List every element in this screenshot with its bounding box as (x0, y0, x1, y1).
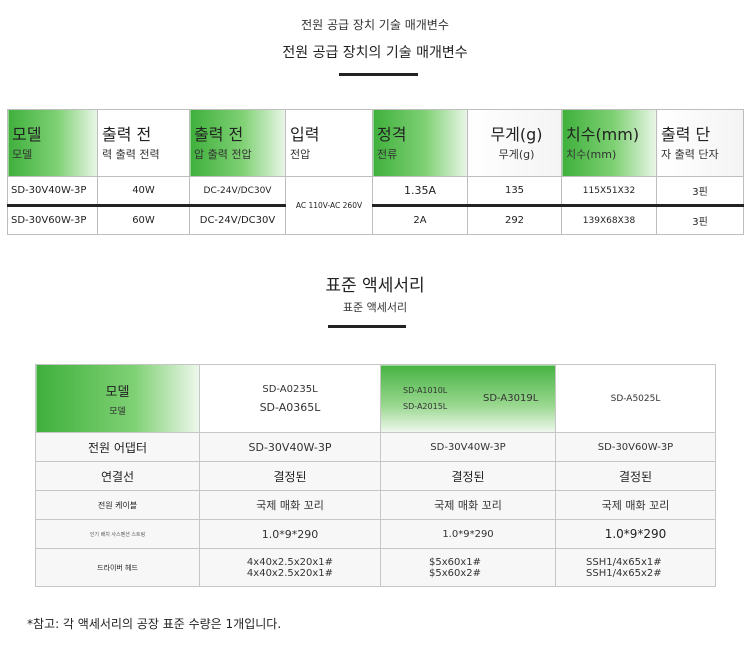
spec-cell-voltage: DC-24V/DC30V (189, 176, 286, 207)
table-row: 전원 어댑터 SD-30V40W-3P SD-30V40W-3P SD-30V6… (35, 432, 716, 462)
spec-cell-voltage: DC-24V/DC30V (189, 205, 286, 235)
spec-header-sub: 압 출력 전압 (194, 147, 252, 161)
spec-header-main: 출력 단 (661, 124, 711, 144)
accessory-cell: SSH1/4x65x1# SSH1/4x65x2# (555, 548, 716, 587)
accessory-cell: 1.0*9*290 (380, 519, 556, 549)
accessory-cell: 4x40x2.5x20x1# 4x40x2.5x20x1# (199, 548, 381, 587)
accessory-cell: 1.0*9*290 (199, 519, 381, 549)
spec-cell-terminal: 3핀 (656, 176, 744, 207)
spec-header-main: 치수(mm) (566, 124, 640, 144)
spec-header-main: 입력 (290, 124, 320, 144)
spec-header-sub: 치수(mm) (566, 147, 617, 161)
footnote: *참고: 각 액세서리의 공장 표준 수량은 1개입니다. (27, 617, 282, 631)
spec-header-sub: 무게(g) (498, 147, 535, 161)
accessory-row-label: 전원 케이블 (35, 490, 200, 520)
accessory-header-model: 모델 모델 (35, 364, 200, 433)
accessory-header-col1: SD-A0235L SD-A0365L (199, 364, 381, 433)
accessory-header-row: 모델 모델 SD-A0235L SD-A0365L SD-A1010L SD-A… (35, 364, 716, 433)
accessory-cell: 결정된 (199, 461, 381, 491)
accessory-cell: 국제 매화 꼬리 (199, 490, 381, 520)
table-row: SD-30V40W-3P 40W DC-24V/DC30V AC 110V-AC… (7, 176, 744, 235)
spec-cell-terminal: 3핀 (656, 205, 744, 235)
title-underline (328, 325, 406, 328)
spec-header-main: 출력 전 (194, 124, 244, 144)
accessory-cell: SD-30V60W-3P (555, 432, 716, 462)
accessory-cell: 결정된 (380, 461, 556, 491)
accessory-row-label: 인기 배치 사스펜션 스트링 (35, 519, 200, 549)
spec-header-main: 모델 (12, 124, 42, 144)
spec-header-input: 입력 전압 (285, 109, 373, 177)
accessory-header-col3: SD-A5025L (555, 364, 716, 433)
accessory-model-code: SD-A2015L (403, 402, 448, 411)
spec-cell-current: 1.35A (372, 176, 468, 207)
accessory-header-main: 모델 (105, 384, 130, 400)
spec-cell-power: 60W (97, 205, 190, 235)
accessory-cell-line: SSH1/4x65x1# (586, 556, 662, 568)
spec-table: 모델 모델 출력 전 력 출력 전력 출력 전 압 출력 전압 입력 전압 정격… (7, 109, 744, 235)
spec-header-weight: 무게(g) 무게(g) (467, 109, 562, 177)
accessory-cell: 국제 매화 꼬리 (555, 490, 716, 520)
spec-header-row: 모델 모델 출력 전 력 출력 전력 출력 전 압 출력 전압 입력 전압 정격… (7, 109, 744, 177)
section1-subtitle: 전원 공급 장치 기술 매개변수 (301, 18, 449, 32)
accessory-table: 모델 모델 SD-A0235L SD-A0365L SD-A1010L SD-A… (35, 364, 716, 587)
spec-header-sub: 모델 (12, 147, 33, 161)
spec-header-voltage: 출력 전 압 출력 전압 (189, 109, 286, 177)
spec-cell-input: AC 110V-AC 260V (285, 176, 373, 235)
accessory-cell-line: SSH1/4x65x2# (586, 567, 662, 579)
accessory-cell-line: $5x60x2# (429, 567, 482, 579)
spec-cell-current: 2A (372, 205, 468, 235)
table-row: SD-30V60W-3P 60W DC-24V/DC30V 2A 292 139… (7, 205, 744, 235)
table-row: 전원 케이블 국제 매화 꼬리 국제 매화 꼬리 국제 매화 꼬리 (35, 490, 716, 520)
accessory-cell-line: $5x60x1# (429, 556, 482, 568)
spec-header-size: 치수(mm) 치수(mm) (561, 109, 657, 177)
accessory-row-label: 전원 어댑터 (35, 432, 200, 462)
table-row: 연결선 결정된 결정된 결정된 (35, 461, 716, 491)
accessory-cell: 결정된 (555, 461, 716, 491)
accessory-cell: $5x60x1# $5x60x2# (380, 548, 556, 587)
accessory-cell: 1.0*9*290 (555, 519, 716, 549)
section2-title: 표준 액세서리 (325, 276, 425, 296)
table-row: 드라이버 헤드 4x40x2.5x20x1# 4x40x2.5x20x1# $5… (35, 548, 716, 587)
spec-cell-size: 139X68X38 (561, 205, 657, 235)
spec-header-sub: 전압 (290, 147, 311, 161)
accessory-cell: 국제 매화 꼬리 (380, 490, 556, 520)
table-row: 인기 배치 사스펜션 스트링 1.0*9*290 1.0*9*290 1.0*9… (35, 519, 716, 549)
spec-cell-model: SD-30V60W-3P (7, 205, 98, 235)
spec-header-current: 정격 전류 (372, 109, 468, 177)
spec-cell-power: 40W (97, 176, 190, 207)
accessory-model-code: SD-A0235L (262, 383, 318, 395)
accessory-header-col2: SD-A1010L SD-A3019L SD-A2015L (380, 364, 556, 433)
spec-header-main: 출력 전 (102, 124, 152, 144)
spec-header-terminal: 출력 단 자 출력 단자 (656, 109, 744, 177)
accessory-model-code: SD-A1010L (403, 386, 448, 395)
spec-header-sub: 력 출력 전력 (102, 147, 160, 161)
spec-cell-model: SD-30V40W-3P (7, 176, 98, 207)
spec-cell-size: 115X51X32 (561, 176, 657, 207)
accessory-row-label: 연결선 (35, 461, 200, 491)
title-underline (339, 73, 418, 76)
accessory-cell: SD-30V40W-3P (380, 432, 556, 462)
accessory-model-code: SD-A0365L (259, 400, 321, 414)
spec-header-power: 출력 전 력 출력 전력 (97, 109, 190, 177)
section2-subtitle: 표준 액세서리 (342, 301, 408, 314)
spec-cell-weight: 135 (467, 176, 562, 207)
accessory-cell-line: 4x40x2.5x20x1# (246, 567, 334, 579)
accessory-header-sub: 모델 (109, 406, 126, 417)
spec-header-main: 정격 (377, 124, 407, 144)
accessory-row-label: 드라이버 헤드 (35, 548, 200, 587)
section1-title: 전원 공급 장치의 기술 매개변수 (282, 45, 468, 61)
spec-header-model: 모델 모델 (7, 109, 98, 177)
spec-header-sub: 전류 (377, 147, 398, 161)
spec-header-main: 무게(g) (490, 124, 543, 144)
accessory-cell-line: 4x40x2.5x20x1# (246, 556, 334, 568)
accessory-cell: SD-30V40W-3P (199, 432, 381, 462)
accessory-model-code: SD-A3019L (483, 393, 539, 404)
spec-header-sub: 자 출력 단자 (661, 147, 719, 161)
spec-cell-weight: 292 (467, 205, 562, 235)
